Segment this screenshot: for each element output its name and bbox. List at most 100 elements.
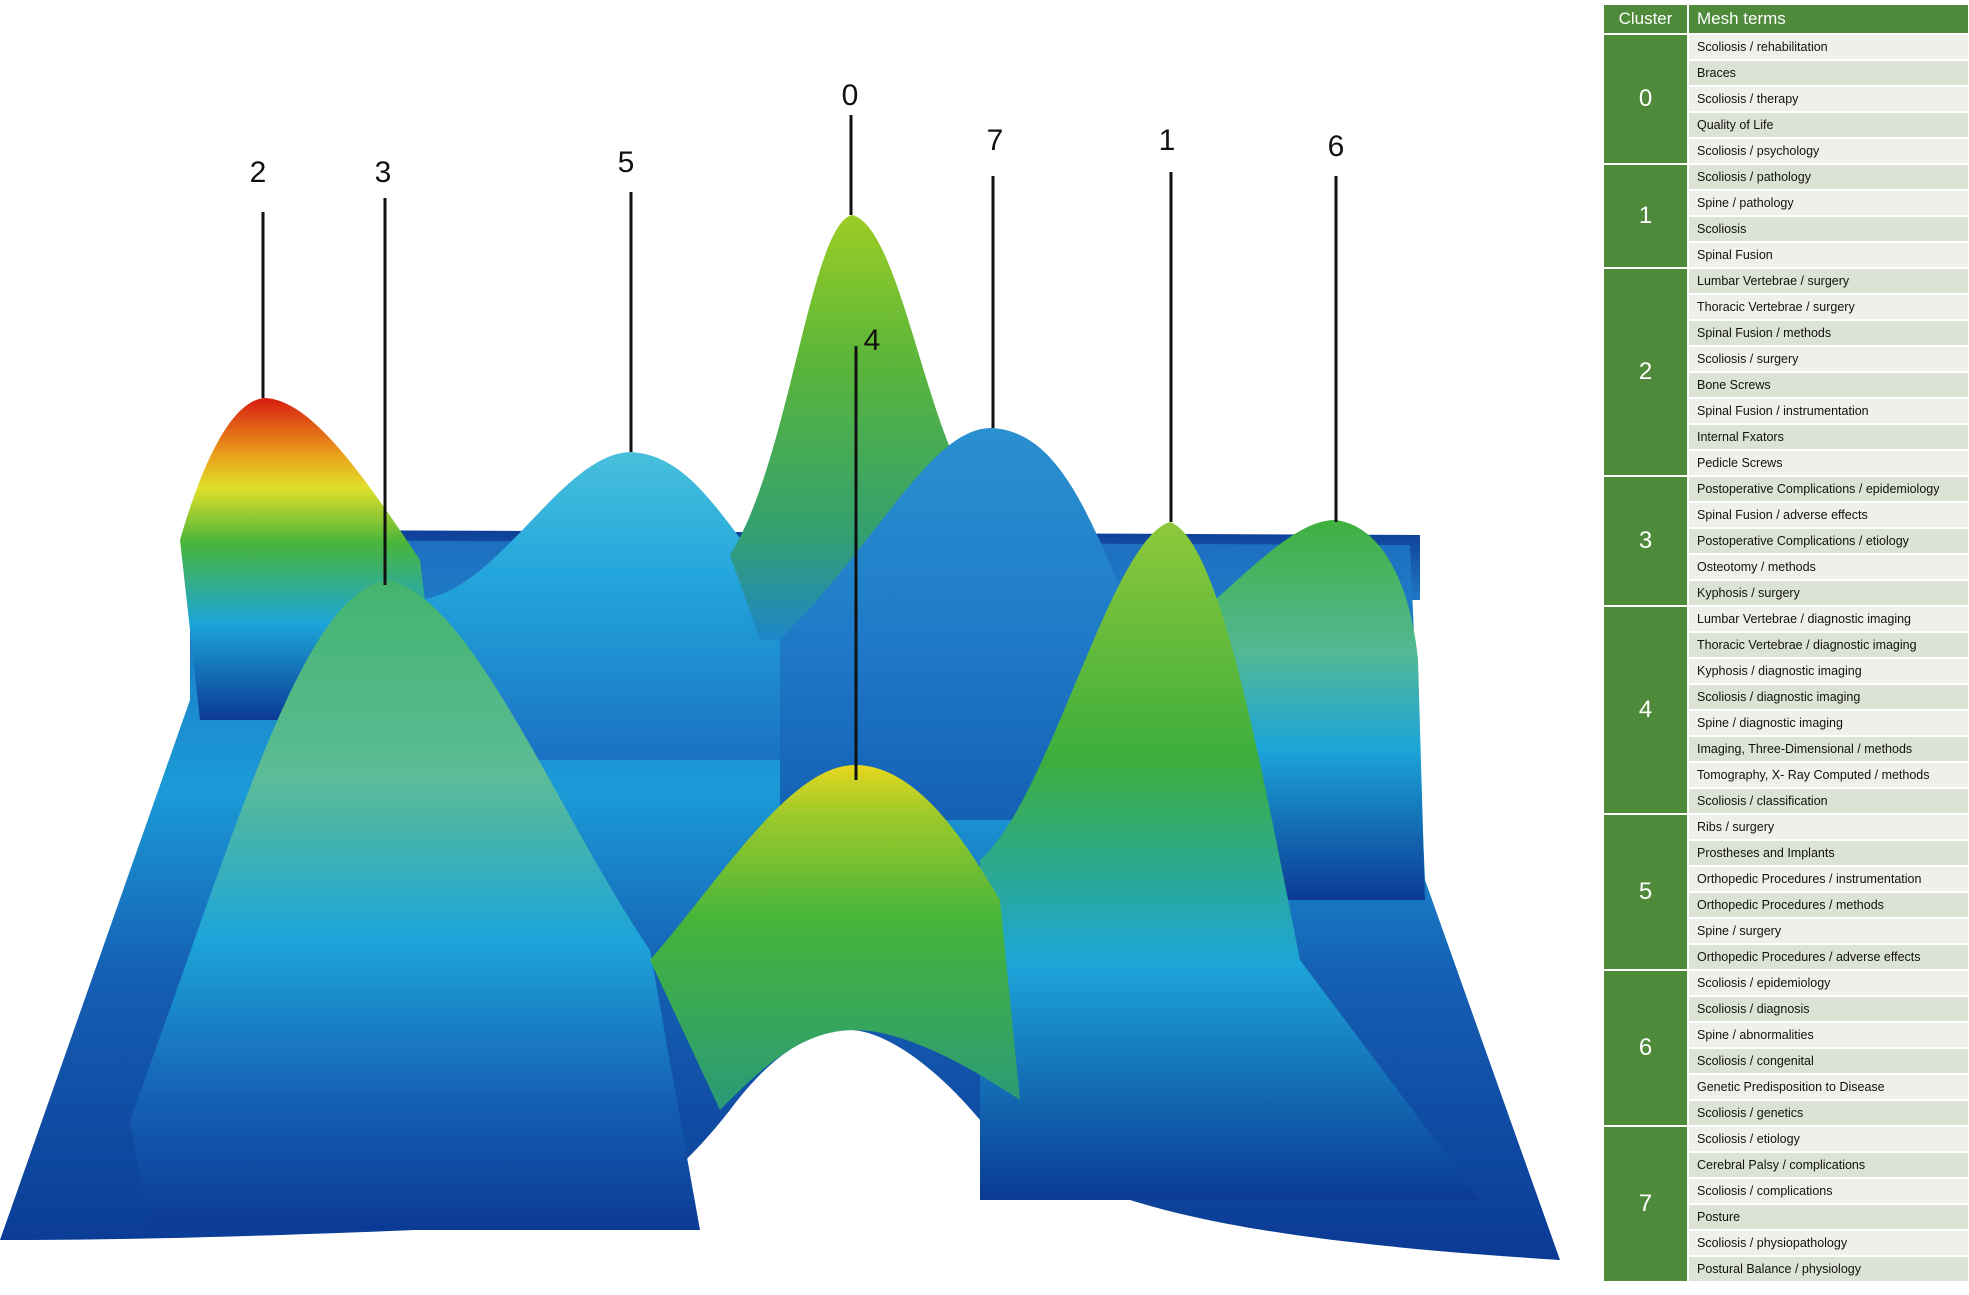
- table-row: Tomography, X- Ray Computed / methods: [1604, 763, 1968, 789]
- table-row: Cerebral Palsy / complications: [1604, 1153, 1968, 1179]
- peak-label-3: 3: [375, 156, 392, 189]
- mesh-term-cell: Kyphosis / diagnostic imaging: [1689, 659, 1968, 685]
- mesh-term-cell: Osteotomy / methods: [1689, 555, 1968, 581]
- peak-label-0: 0: [842, 79, 859, 112]
- mesh-term-cell: Spine / pathology: [1689, 191, 1968, 217]
- mesh-term-cell: Imaging, Three-Dimensional / methods: [1689, 737, 1968, 763]
- table-row: Scoliosis / genetics: [1604, 1101, 1968, 1127]
- mesh-term-cell: Spine / surgery: [1689, 919, 1968, 945]
- cluster-id-cell: 2: [1604, 269, 1689, 477]
- mesh-term-cell: Scoliosis / rehabilitation: [1689, 35, 1968, 61]
- table-row: Postoperative Complications / etiology: [1604, 529, 1968, 555]
- mesh-term-cell: Orthopedic Procedures / methods: [1689, 893, 1968, 919]
- mesh-terms-column-header: Mesh terms: [1689, 5, 1968, 35]
- mesh-term-cell: Orthopedic Procedures / instrumentation: [1689, 867, 1968, 893]
- peak-label-1: 1: [1159, 124, 1176, 157]
- mesh-term-cell: Scoliosis / psychology: [1689, 139, 1968, 165]
- table-row: 4 Lumbar Vertebrae / diagnostic imaging: [1604, 607, 1968, 815]
- table-row: Scoliosis / surgery: [1604, 347, 1968, 373]
- mesh-term-cell: Cerebral Palsy / complications: [1689, 1153, 1968, 1179]
- mesh-term-cell: Scoliosis / etiology: [1689, 1127, 1968, 1153]
- table-row: Spine / abnormalities: [1604, 1023, 1968, 1049]
- mesh-term-cell: Scoliosis / complications: [1689, 1179, 1968, 1205]
- mesh-term-cell: Internal Fxators: [1689, 425, 1968, 451]
- peak-label-5: 5: [618, 146, 635, 179]
- table-row: Internal Fxators: [1604, 425, 1968, 451]
- table-row: Kyphosis / diagnostic imaging: [1604, 659, 1968, 685]
- table-row: 0 Scoliosis / rehabilitation: [1604, 35, 1968, 165]
- table-row: Spinal Fusion / instrumentation: [1604, 399, 1968, 425]
- table-row: Postural Balance / physiology: [1604, 1257, 1968, 1283]
- table-header-row: Cluster Mesh terms: [1604, 5, 1968, 35]
- mesh-term-cell: Thoracic Vertebrae / diagnostic imaging: [1689, 633, 1968, 659]
- mesh-term-cell: Braces: [1689, 61, 1968, 87]
- table-row: Bone Screws: [1604, 373, 1968, 399]
- mesh-term-cell: Scoliosis / diagnostic imaging: [1689, 685, 1968, 711]
- mesh-term-cell: Bone Screws: [1689, 373, 1968, 399]
- mesh-term-cell: Quality of Life: [1689, 113, 1968, 139]
- cluster-id-cell: 7: [1604, 1127, 1689, 1283]
- mesh-term-cell: Postoperative Complications / etiology: [1689, 529, 1968, 555]
- cluster-id-cell: 4: [1604, 607, 1689, 815]
- surface-peak-4: [650, 765, 1020, 1110]
- table-row: Scoliosis / congenital: [1604, 1049, 1968, 1075]
- cluster-id-cell: 1: [1604, 165, 1689, 269]
- mesh-term-cell: Scoliosis / epidemiology: [1689, 971, 1968, 997]
- table-row: Thoracic Vertebrae / surgery: [1604, 295, 1968, 321]
- mesh-term-cell: Posture: [1689, 1205, 1968, 1231]
- peak-label-4: 4: [864, 324, 881, 357]
- table-row: Scoliosis / diagnostic imaging: [1604, 685, 1968, 711]
- table-row: Scoliosis / diagnosis: [1604, 997, 1968, 1023]
- table-row: Quality of Life: [1604, 113, 1968, 139]
- cluster-column-header: Cluster: [1604, 5, 1689, 35]
- table-row: Kyphosis / surgery: [1604, 581, 1968, 607]
- table-row: Spinal Fusion: [1604, 243, 1968, 269]
- table-row: Genetic Predisposition to Disease: [1604, 1075, 1968, 1101]
- mesh-term-cell: Scoliosis / genetics: [1689, 1101, 1968, 1127]
- table-row: Scoliosis / classification: [1604, 789, 1968, 815]
- table-row: Posture: [1604, 1205, 1968, 1231]
- cluster-id-cell: 5: [1604, 815, 1689, 971]
- table-row: Orthopedic Procedures / adverse effects: [1604, 945, 1968, 971]
- mesh-term-cell: Pedicle Screws: [1689, 451, 1968, 477]
- table-row: Thoracic Vertebrae / diagnostic imaging: [1604, 633, 1968, 659]
- mesh-term-cell: Spinal Fusion: [1689, 243, 1968, 269]
- table-row: Spine / pathology: [1604, 191, 1968, 217]
- table-row: Braces: [1604, 61, 1968, 87]
- density-landscape: 2 3 5 0 7 1 6 4: [0, 79, 1560, 1260]
- peak-label-2: 2: [250, 156, 267, 189]
- mesh-term-cell: Spinal Fusion / adverse effects: [1689, 503, 1968, 529]
- table-row: Spine / surgery: [1604, 919, 1968, 945]
- surface-peak-5: [420, 452, 800, 760]
- table-row: Spinal Fusion / adverse effects: [1604, 503, 1968, 529]
- mesh-term-cell: Spine / abnormalities: [1689, 1023, 1968, 1049]
- table-row: Spine / diagnostic imaging: [1604, 711, 1968, 737]
- surface-peak-7: [780, 428, 1130, 820]
- mesh-term-cell: Scoliosis / congenital: [1689, 1049, 1968, 1075]
- table-row: Orthopedic Procedures / methods: [1604, 893, 1968, 919]
- mesh-term-cell: Spinal Fusion / instrumentation: [1689, 399, 1968, 425]
- mesh-term-cell: Kyphosis / surgery: [1689, 581, 1968, 607]
- table-row: Pedicle Screws: [1604, 451, 1968, 477]
- cluster-mesh-terms-table: Cluster Mesh terms 0 Scoliosis / rehabili…: [1604, 5, 1968, 1283]
- mesh-term-cell: Tomography, X- Ray Computed / methods: [1689, 763, 1968, 789]
- table-row: Imaging, Three-Dimensional / methods: [1604, 737, 1968, 763]
- table-row: Scoliosis / therapy: [1604, 87, 1968, 113]
- mesh-term-cell: Postoperative Complications / epidemiolo…: [1689, 477, 1968, 503]
- mesh-term-cell: Orthopedic Procedures / adverse effects: [1689, 945, 1968, 971]
- table-row: 5 Ribs / surgery: [1604, 815, 1968, 971]
- table-row: Scoliosis / complications: [1604, 1179, 1968, 1205]
- mesh-term-cell: Spine / diagnostic imaging: [1689, 711, 1968, 737]
- table-body: 0 Scoliosis / rehabilitation Braces Scolios…: [1604, 35, 1968, 1283]
- mesh-term-cell: Scoliosis / physiopathology: [1689, 1231, 1968, 1257]
- mesh-term-cell: Prostheses and Implants: [1689, 841, 1968, 867]
- table-row: Scoliosis: [1604, 217, 1968, 243]
- surface-peak-1: [980, 522, 1480, 1200]
- table-row: Scoliosis / psychology: [1604, 139, 1968, 165]
- table-row: 7 Scoliosis / etiology: [1604, 1127, 1968, 1283]
- table-row: Scoliosis / physiopathology: [1604, 1231, 1968, 1257]
- mesh-term-cell: Scoliosis: [1689, 217, 1968, 243]
- table-row: 6 Scoliosis / epidemiology: [1604, 971, 1968, 1127]
- mesh-term-cell: Thoracic Vertebrae / surgery: [1689, 295, 1968, 321]
- cluster-id-cell: 6: [1604, 971, 1689, 1127]
